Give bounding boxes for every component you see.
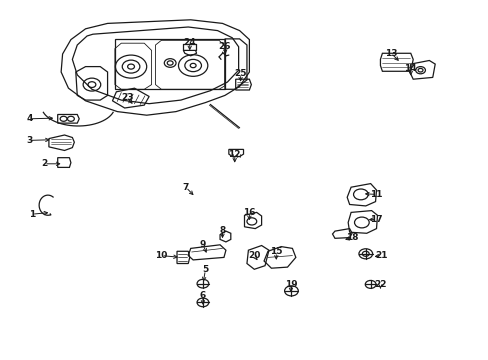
Text: 8: 8	[219, 226, 225, 235]
Text: 1: 1	[29, 210, 35, 219]
Text: 21: 21	[374, 251, 387, 260]
Text: 9: 9	[199, 240, 206, 249]
Text: 12: 12	[228, 150, 241, 159]
Text: 24: 24	[183, 38, 196, 47]
Text: 5: 5	[202, 266, 208, 274]
Text: 20: 20	[247, 251, 260, 260]
Text: 7: 7	[182, 183, 189, 192]
Text: 15: 15	[269, 248, 282, 256]
Text: 14: 14	[404, 64, 416, 73]
Text: 23: 23	[121, 93, 133, 102]
Text: 13: 13	[384, 49, 397, 58]
Text: 17: 17	[369, 215, 382, 224]
Text: 6: 6	[200, 291, 205, 300]
Text: 25: 25	[234, 69, 246, 78]
Text: 10: 10	[155, 251, 167, 260]
Text: 11: 11	[369, 190, 382, 199]
Text: 22: 22	[373, 280, 386, 289]
Text: 4: 4	[26, 114, 33, 123]
Text: 3: 3	[26, 136, 32, 145]
Text: 16: 16	[243, 208, 255, 217]
Text: 19: 19	[284, 280, 297, 289]
Text: 2: 2	[41, 159, 47, 168]
Text: 18: 18	[345, 233, 358, 242]
Text: 26: 26	[218, 42, 231, 51]
